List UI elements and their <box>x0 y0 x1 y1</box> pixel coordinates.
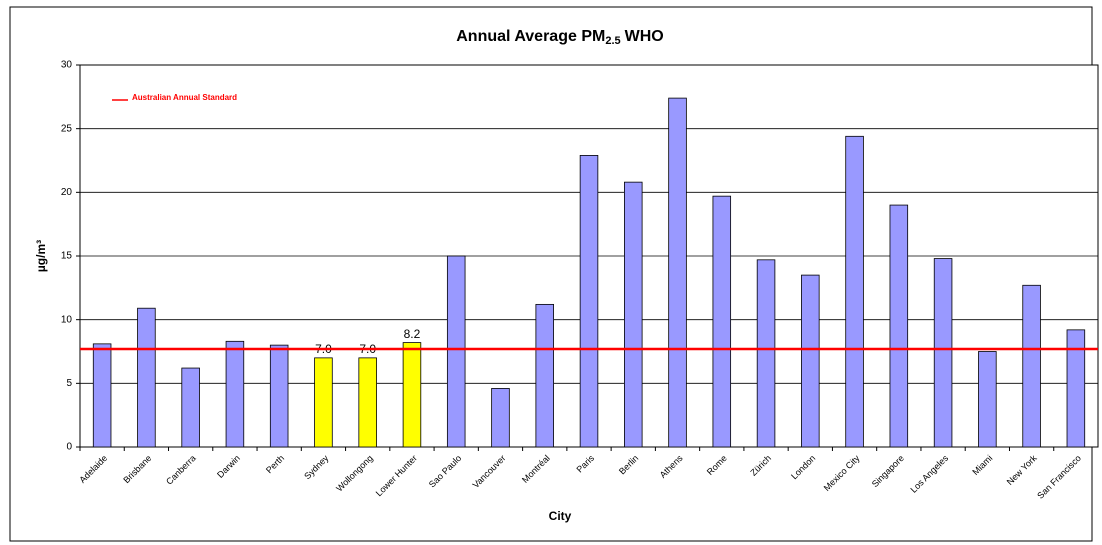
bar <box>845 135 864 448</box>
bar <box>1066 329 1086 448</box>
y-axis-label: µg/m³ <box>34 240 48 272</box>
bar <box>668 97 687 448</box>
bar <box>491 388 510 448</box>
title-subscript: 2.5 <box>605 35 620 47</box>
title-main: Annual Average PM <box>456 28 605 45</box>
y-tick-label: 25 <box>61 123 73 134</box>
bar <box>402 342 422 448</box>
x-axis-label: City <box>549 509 572 523</box>
legend-label: Australian Annual Standard <box>132 93 237 102</box>
bar <box>978 351 997 448</box>
bar <box>889 204 909 448</box>
bar <box>358 357 377 448</box>
y-tick-label: 15 <box>61 251 73 262</box>
y-tick-label: 5 <box>66 378 72 389</box>
bar <box>579 155 599 448</box>
bar <box>624 181 643 448</box>
title-suffix: WHO <box>625 28 664 45</box>
bar <box>137 307 156 448</box>
chart-title: Annual Average PM2.5 WHO <box>456 28 663 47</box>
bar <box>269 344 289 448</box>
bar <box>933 258 953 448</box>
y-tick-label: 10 <box>61 314 73 325</box>
bar <box>181 367 200 448</box>
bar <box>801 274 820 448</box>
bar <box>712 195 732 448</box>
bar <box>446 255 466 448</box>
data-label: 8.2 <box>404 327 421 341</box>
bar <box>92 343 112 448</box>
bar <box>1022 284 1041 448</box>
y-tick-label: 20 <box>61 187 73 198</box>
bar <box>225 340 245 448</box>
bar <box>314 357 333 448</box>
y-tick-label: 0 <box>66 442 72 453</box>
y-tick-label: 30 <box>61 60 73 71</box>
bar <box>756 259 776 448</box>
bar <box>535 303 554 448</box>
